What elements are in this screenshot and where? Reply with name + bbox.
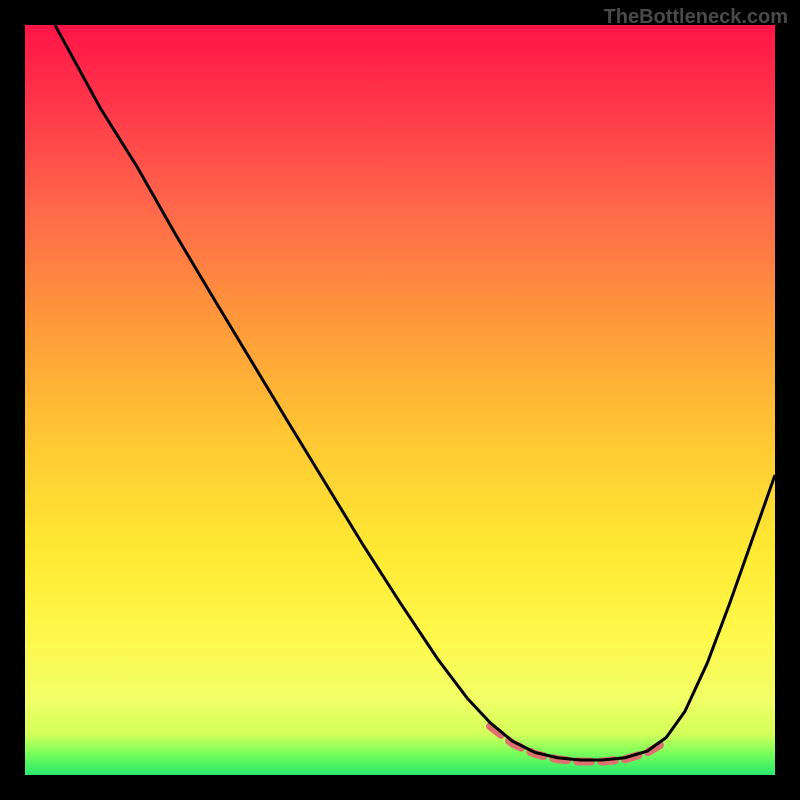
plot-area: [25, 25, 775, 775]
chart-container: TheBottleneck.com: [0, 0, 800, 800]
watermark-text: TheBottleneck.com: [604, 6, 788, 29]
main-curve: [55, 25, 775, 760]
curve-layer: [25, 25, 775, 775]
